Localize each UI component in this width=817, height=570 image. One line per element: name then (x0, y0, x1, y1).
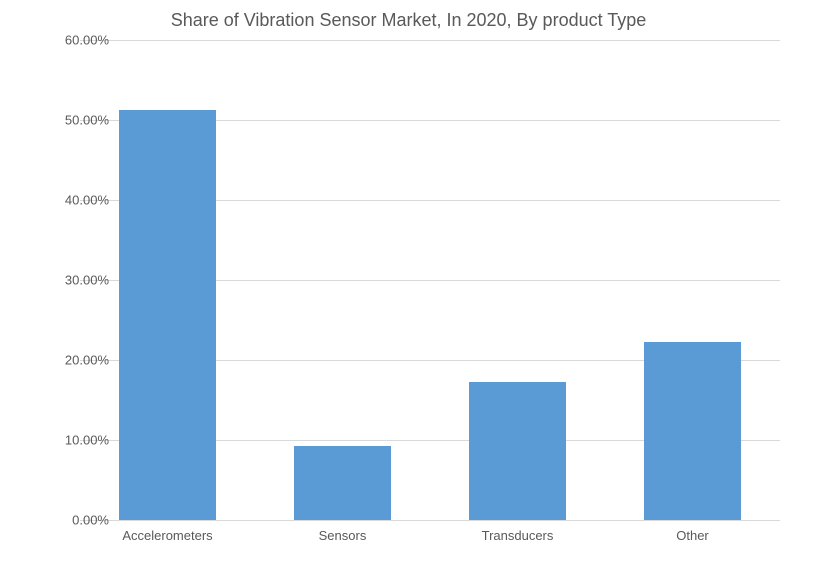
y-tick-label: 40.00% (39, 193, 109, 208)
bar-slot: Transducers (430, 40, 605, 520)
bar-accelerometers (119, 110, 215, 520)
y-tick-label: 20.00% (39, 353, 109, 368)
y-tick-label: 10.00% (39, 433, 109, 448)
bar-transducers (469, 382, 565, 520)
x-tick-label: Transducers (482, 528, 554, 543)
bar-slot: Other (605, 40, 780, 520)
chart-title: Share of Vibration Sensor Market, In 202… (0, 10, 817, 31)
gridline (80, 520, 780, 521)
y-tick-label: 0.00% (39, 513, 109, 528)
plot-area: AccelerometersSensorsTransducersOther (80, 40, 780, 520)
bar-other (644, 342, 740, 520)
bars-row: AccelerometersSensorsTransducersOther (80, 40, 780, 520)
x-tick-label: Accelerometers (122, 528, 212, 543)
x-tick-label: Sensors (319, 528, 367, 543)
x-tick-label: Other (676, 528, 709, 543)
bar-slot: Sensors (255, 40, 430, 520)
y-tick-label: 30.00% (39, 273, 109, 288)
vibration-sensor-market-chart: Share of Vibration Sensor Market, In 202… (0, 0, 817, 570)
bar-sensors (294, 446, 390, 520)
y-tick-label: 50.00% (39, 113, 109, 128)
y-tick-label: 60.00% (39, 33, 109, 48)
